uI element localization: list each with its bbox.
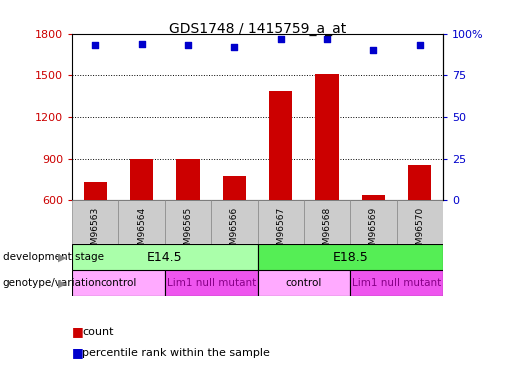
Bar	[258, 270, 350, 296]
Bar	[118, 200, 165, 244]
Bar	[408, 165, 431, 200]
Bar	[350, 270, 443, 296]
Point	[369, 47, 377, 53]
Bar	[211, 200, 258, 244]
Bar	[165, 200, 211, 244]
Bar	[362, 195, 385, 200]
Text: GSM96563: GSM96563	[91, 207, 100, 256]
Point	[138, 41, 146, 47]
Bar	[72, 270, 165, 296]
Text: development stage: development stage	[3, 252, 104, 262]
Text: count: count	[82, 327, 114, 337]
Bar	[269, 91, 293, 200]
Text: control: control	[100, 278, 136, 288]
Text: Lim1 null mutant: Lim1 null mutant	[166, 278, 256, 288]
Point	[91, 42, 99, 48]
Text: GSM96570: GSM96570	[415, 207, 424, 256]
Text: E18.5: E18.5	[332, 251, 368, 264]
Text: ■: ■	[72, 346, 84, 359]
Point	[416, 42, 424, 48]
Text: GSM96565: GSM96565	[183, 207, 193, 256]
Text: GSM96568: GSM96568	[322, 207, 332, 256]
Text: Lim1 null mutant: Lim1 null mutant	[352, 278, 441, 288]
Text: ▶: ▶	[58, 278, 67, 288]
Text: genotype/variation: genotype/variation	[3, 278, 101, 288]
Text: GSM96566: GSM96566	[230, 207, 239, 256]
Bar	[258, 244, 443, 270]
Text: ▶: ▶	[58, 252, 67, 262]
Bar	[350, 200, 397, 244]
Point	[323, 36, 331, 42]
Bar	[222, 176, 246, 200]
Text: GDS1748 / 1415759_a_at: GDS1748 / 1415759_a_at	[169, 22, 346, 36]
Text: GSM96564: GSM96564	[137, 207, 146, 256]
Bar	[130, 159, 153, 200]
Text: GSM96569: GSM96569	[369, 207, 378, 256]
Text: GSM96567: GSM96567	[276, 207, 285, 256]
Point	[277, 36, 285, 42]
Bar	[304, 200, 350, 244]
Bar	[176, 159, 200, 200]
Bar	[83, 182, 107, 200]
Bar	[72, 244, 258, 270]
Bar	[165, 270, 258, 296]
Bar	[315, 74, 339, 200]
Point	[184, 42, 192, 48]
Bar	[72, 200, 118, 244]
Bar	[258, 200, 304, 244]
Bar	[397, 200, 443, 244]
Text: percentile rank within the sample: percentile rank within the sample	[82, 348, 270, 357]
Text: control: control	[286, 278, 322, 288]
Text: E14.5: E14.5	[147, 251, 183, 264]
Text: ■: ■	[72, 326, 84, 338]
Point	[230, 44, 238, 50]
